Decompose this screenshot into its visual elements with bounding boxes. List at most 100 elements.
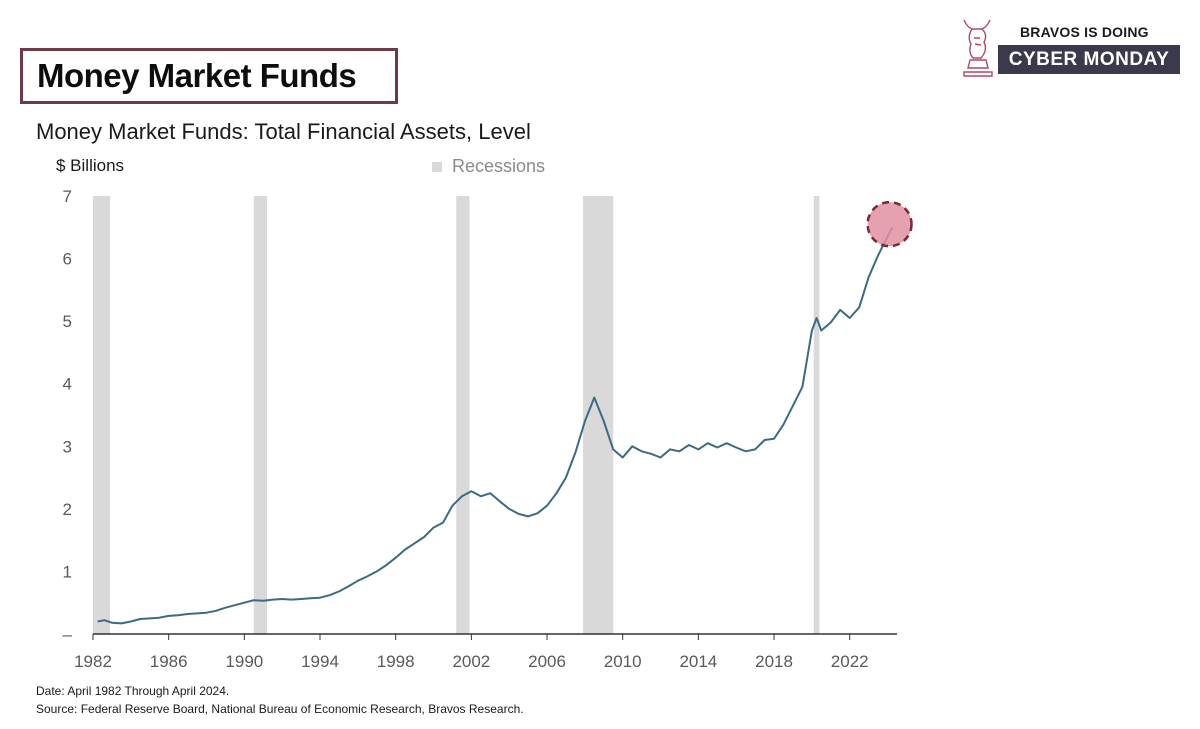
recession-band-1 <box>253 196 268 634</box>
x-tick-label-1990: 1990 <box>225 652 263 671</box>
series-layer <box>96 200 913 625</box>
x-tick-label-2018: 2018 <box>755 652 793 671</box>
recession-bands <box>93 196 820 634</box>
data-point <box>706 441 710 445</box>
data-point <box>573 451 577 455</box>
data-point <box>867 275 871 279</box>
data-point <box>176 613 180 617</box>
data-point <box>365 574 369 578</box>
data-point <box>507 507 511 511</box>
x-tick-label-1998: 1998 <box>377 652 415 671</box>
x-tick-label-1982: 1982 <box>74 652 112 671</box>
legend-swatch-recessions <box>432 161 442 172</box>
data-point <box>857 305 861 309</box>
y-tick-label-5: 5 <box>63 312 72 331</box>
data-point <box>630 444 634 448</box>
data-point <box>356 579 360 583</box>
data-point <box>337 589 341 593</box>
y-tick-label-6: 6 <box>63 250 72 269</box>
data-point <box>214 609 218 613</box>
data-point <box>450 504 454 508</box>
data-point <box>252 598 256 602</box>
data-point <box>223 606 227 610</box>
data-point <box>725 441 729 445</box>
data-point <box>271 598 275 602</box>
data-point <box>640 449 644 453</box>
data-point <box>810 329 814 333</box>
data-point <box>479 494 483 498</box>
line-chart: 1982 1986 1990 1994 1998 2002 2006 2010 2014 2018… <box>63 187 913 671</box>
data-point <box>102 618 106 622</box>
data-point <box>829 320 833 324</box>
tick-labels: 1982 1986 1990 1994 1998 2002 2006 2010 2014 2018… <box>63 187 869 671</box>
data-point <box>261 599 265 603</box>
data-point <box>460 494 464 498</box>
title-box: Money Market Funds <box>20 48 398 104</box>
data-point <box>744 449 748 453</box>
data-point <box>233 603 237 607</box>
data-point <box>715 446 719 450</box>
data-point <box>413 541 417 545</box>
y-tick-label-2: 2 <box>63 500 72 519</box>
data-point <box>791 404 795 408</box>
data-point <box>186 612 190 616</box>
series-line-0 <box>97 226 894 625</box>
brand-logo[interactable]: BRAVOS IS DOING CYBER MONDAY <box>958 14 1182 80</box>
data-point <box>554 491 558 495</box>
footnote-source: Source: Federal Reserve Board, National … <box>36 702 524 716</box>
data-point <box>195 611 199 615</box>
footnote-date: Date: April 1982 Through April 2024. <box>36 684 230 698</box>
data-point <box>375 569 379 573</box>
x-tick-label-2010: 2010 <box>604 652 642 671</box>
data-point <box>346 584 350 588</box>
data-point <box>848 316 852 320</box>
data-point <box>242 601 246 605</box>
data-point <box>583 419 587 423</box>
data-point <box>119 621 123 625</box>
x-tick-label-2022: 2022 <box>831 652 869 671</box>
cyber-monday-badge[interactable]: CYBER MONDAY <box>998 45 1180 74</box>
data-point <box>677 449 681 453</box>
data-point <box>611 447 615 451</box>
data-point <box>819 329 823 333</box>
x-tick-label-2014: 2014 <box>679 652 717 671</box>
data-point <box>96 619 100 623</box>
y-tick-label-1: 1 <box>63 562 72 581</box>
data-point <box>649 452 653 456</box>
data-point <box>526 514 530 518</box>
y-tick-label-7: 7 <box>63 187 72 206</box>
data-point <box>167 614 171 618</box>
y-tick-label-4: 4 <box>63 375 72 394</box>
y-tick-label-3: 3 <box>63 437 72 456</box>
data-point <box>800 385 804 389</box>
data-point <box>129 619 133 623</box>
data-point <box>621 456 625 460</box>
data-point <box>110 621 114 625</box>
x-tick-label-1994: 1994 <box>301 652 339 671</box>
data-point <box>517 512 521 516</box>
page-title: Money Market Funds <box>37 57 357 94</box>
logo-top-text: BRAVOS IS DOING <box>1020 24 1149 40</box>
highlight-marker <box>866 200 913 248</box>
data-point <box>290 598 294 602</box>
data-point <box>441 521 445 525</box>
data-point <box>781 422 785 426</box>
y-axis-label: $ Billions <box>56 156 125 175</box>
recession-band-4 <box>813 196 820 634</box>
bull-knight-icon <box>963 19 993 77</box>
data-point <box>602 419 606 423</box>
chart-title: Money Market Funds: Total Financial Asse… <box>36 119 531 144</box>
legend-label-recessions: Recessions <box>452 156 546 176</box>
y-tick-label-0: – <box>63 625 73 644</box>
data-point <box>753 447 757 451</box>
data-point <box>384 563 388 567</box>
data-point <box>403 548 407 552</box>
data-point <box>536 511 540 515</box>
data-point <box>327 593 331 597</box>
data-point <box>876 253 880 257</box>
data-point <box>432 526 436 530</box>
data-point <box>687 443 691 447</box>
data-point <box>469 489 473 493</box>
data-point <box>148 616 152 620</box>
data-point <box>205 611 209 615</box>
